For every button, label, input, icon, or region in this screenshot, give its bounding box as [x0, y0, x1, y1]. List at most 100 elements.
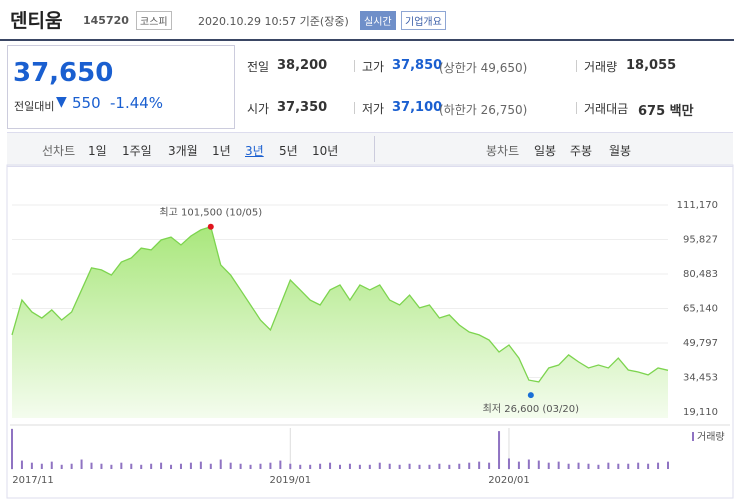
tab[interactable]: 일봉 — [534, 144, 557, 158]
company-button[interactable]: 기업개요 — [401, 11, 446, 30]
volume-bar — [667, 461, 669, 469]
quote-label: 거래대금 — [584, 102, 629, 116]
realtime-button[interactable]: 실시간 — [360, 11, 396, 30]
volume-bar — [30, 462, 33, 469]
tab-divider — [374, 136, 375, 162]
market-badge: 코스피 — [136, 11, 172, 30]
volume-bar — [537, 460, 540, 469]
volume-bar — [458, 463, 461, 469]
volume-bar — [329, 462, 332, 469]
y-tick-label: 111,170 — [677, 200, 718, 211]
volume-bar — [567, 463, 570, 469]
volume-bar — [498, 431, 501, 469]
volume-bar — [269, 462, 272, 469]
volume-bar — [130, 463, 133, 469]
volume-bar — [90, 462, 93, 469]
volume-bar — [368, 464, 371, 469]
volume-bar — [110, 464, 113, 469]
change-label: 전일대비 — [14, 100, 55, 113]
annotation-dot — [527, 392, 534, 399]
quote-value: 37,850 — [392, 58, 443, 73]
down-arrow: ▼ — [56, 94, 67, 110]
tab[interactable]: 주봉 — [570, 144, 593, 158]
volume-bar — [507, 458, 510, 469]
price: 37,650 — [13, 58, 114, 88]
volume-bar — [140, 464, 143, 469]
volume-bar — [179, 463, 182, 469]
volume-bar — [657, 462, 660, 469]
quote-label: 저가 — [362, 102, 385, 116]
volume-bar — [150, 463, 153, 469]
quote-value: 37,350 — [277, 100, 328, 115]
volume-bar — [398, 464, 401, 469]
quote-label: 시가 — [247, 102, 270, 116]
tab[interactable]: 3년 — [245, 144, 264, 158]
volume-bar — [408, 463, 411, 469]
quote-limit: (하한가 26,750) — [439, 103, 528, 117]
tab[interactable]: 1년 — [212, 144, 231, 158]
volume-bar — [170, 464, 173, 469]
volume-bar — [607, 462, 610, 469]
volume-bar — [448, 464, 451, 469]
tab[interactable]: 월봉 — [609, 144, 632, 158]
price-box — [7, 45, 235, 129]
volume-bar — [219, 459, 222, 469]
change-pct: -1.44% — [110, 94, 164, 112]
price-area — [12, 226, 668, 418]
tab[interactable]: 10년 — [312, 144, 339, 158]
legend-swatch — [692, 432, 694, 441]
volume-bar — [100, 463, 103, 469]
y-tick-label: 49,797 — [683, 338, 718, 349]
annotation-label: 최고 101,500 (10/05) — [159, 207, 262, 219]
quote-limit: (상한가 49,650) — [439, 61, 528, 75]
divider — [0, 39, 734, 41]
volume-bar — [309, 464, 312, 469]
tab[interactable]: 5년 — [279, 144, 298, 158]
quote-sep — [354, 102, 355, 114]
y-tick-label: 19,110 — [683, 407, 718, 418]
quote-value: 38,200 — [277, 58, 328, 73]
quote-sep — [354, 60, 355, 72]
volume-bar — [120, 462, 123, 469]
volume-bar — [50, 461, 53, 469]
volume-bar — [557, 461, 560, 469]
tab[interactable]: 1주일 — [122, 144, 152, 158]
volume-bar — [249, 464, 252, 469]
volume-bar — [11, 429, 13, 469]
volume-bar — [478, 461, 481, 469]
quote-label: 고가 — [362, 60, 385, 74]
annotation-label: 최저 26,600 (03/20) — [483, 403, 579, 415]
stock-code: 145720 — [83, 14, 129, 27]
volume-bar — [418, 464, 421, 469]
tab[interactable]: 3개월 — [168, 144, 198, 158]
volume-bar — [597, 464, 600, 469]
legend-label: 거래량 — [697, 431, 725, 443]
volume-bar — [378, 462, 381, 469]
tab-label: 선차트 — [42, 144, 76, 158]
tab-label: 봉차트 — [486, 144, 520, 158]
volume-bar — [60, 464, 63, 469]
volume-bar — [20, 460, 23, 469]
volume-bar — [547, 462, 550, 469]
volume-bar — [319, 463, 322, 469]
x-tick-label: 2020/01 — [488, 475, 530, 486]
quote-sep — [576, 60, 577, 72]
volume-bar — [189, 462, 192, 469]
volume-bar — [209, 463, 212, 469]
quote-value: 37,100 — [392, 100, 443, 115]
price-line — [11, 225, 669, 383]
volume-bar — [587, 463, 590, 469]
chart-frame — [6, 164, 734, 499]
volume-bar — [348, 463, 351, 469]
x-tick-label: 2019/01 — [270, 475, 312, 486]
volume-bar — [160, 462, 163, 469]
y-tick-label: 65,140 — [683, 304, 718, 315]
y-tick-label: 95,827 — [683, 234, 718, 245]
volume-bar — [299, 464, 302, 469]
volume-bar — [70, 463, 73, 469]
volume-bar — [80, 459, 83, 469]
tab[interactable]: 1일 — [88, 144, 107, 158]
stock-name: 덴티움 — [10, 10, 63, 32]
